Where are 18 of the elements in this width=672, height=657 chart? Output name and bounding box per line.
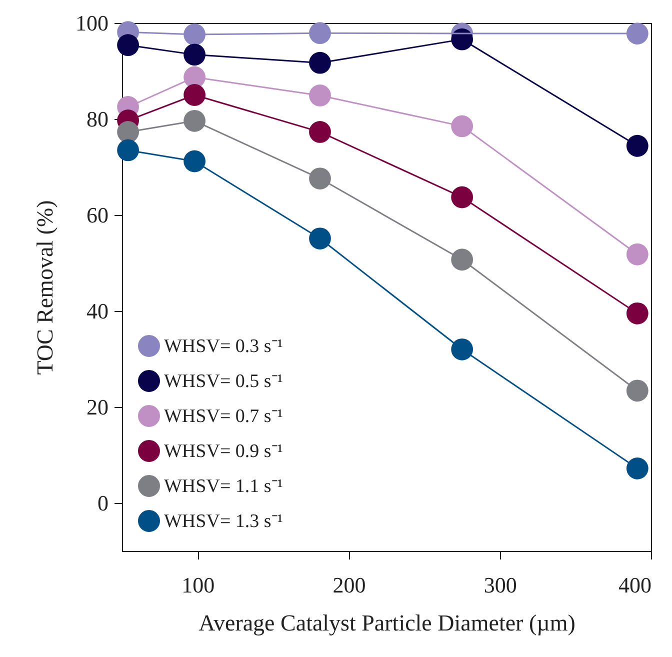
legend-label: WHSV= 0.7 s⁻¹	[164, 406, 284, 427]
legend-label: WHSV= 1.3 s⁻¹	[164, 511, 284, 532]
legend-label: WHSV= 0.5 s⁻¹	[164, 371, 284, 392]
x-tick-label: 300	[484, 572, 517, 598]
x-tick-label: 100	[182, 572, 215, 598]
x-tick-label: 200	[332, 572, 366, 598]
legend-label: WHSV= 0.9 s⁻¹	[164, 441, 284, 462]
y-tick-label: 100	[76, 10, 108, 36]
y-tick-label: 80	[86, 106, 108, 132]
legend-label: WHSV= 1.1 s⁻¹	[164, 476, 284, 497]
y-axis-title: TOC Removal (%)	[32, 200, 58, 375]
y-tick-label: 40	[86, 298, 108, 324]
y-tick-label: 60	[86, 202, 108, 228]
x-axis-title: Average Catalyst Particle Diameter (µm)	[198, 610, 576, 636]
y-tick-label: 0	[98, 490, 108, 516]
legend-label: WHSV= 0.3 s⁻¹	[164, 336, 284, 357]
x-tick-label: 400	[618, 572, 652, 598]
y-tick-label: 20	[86, 394, 108, 420]
